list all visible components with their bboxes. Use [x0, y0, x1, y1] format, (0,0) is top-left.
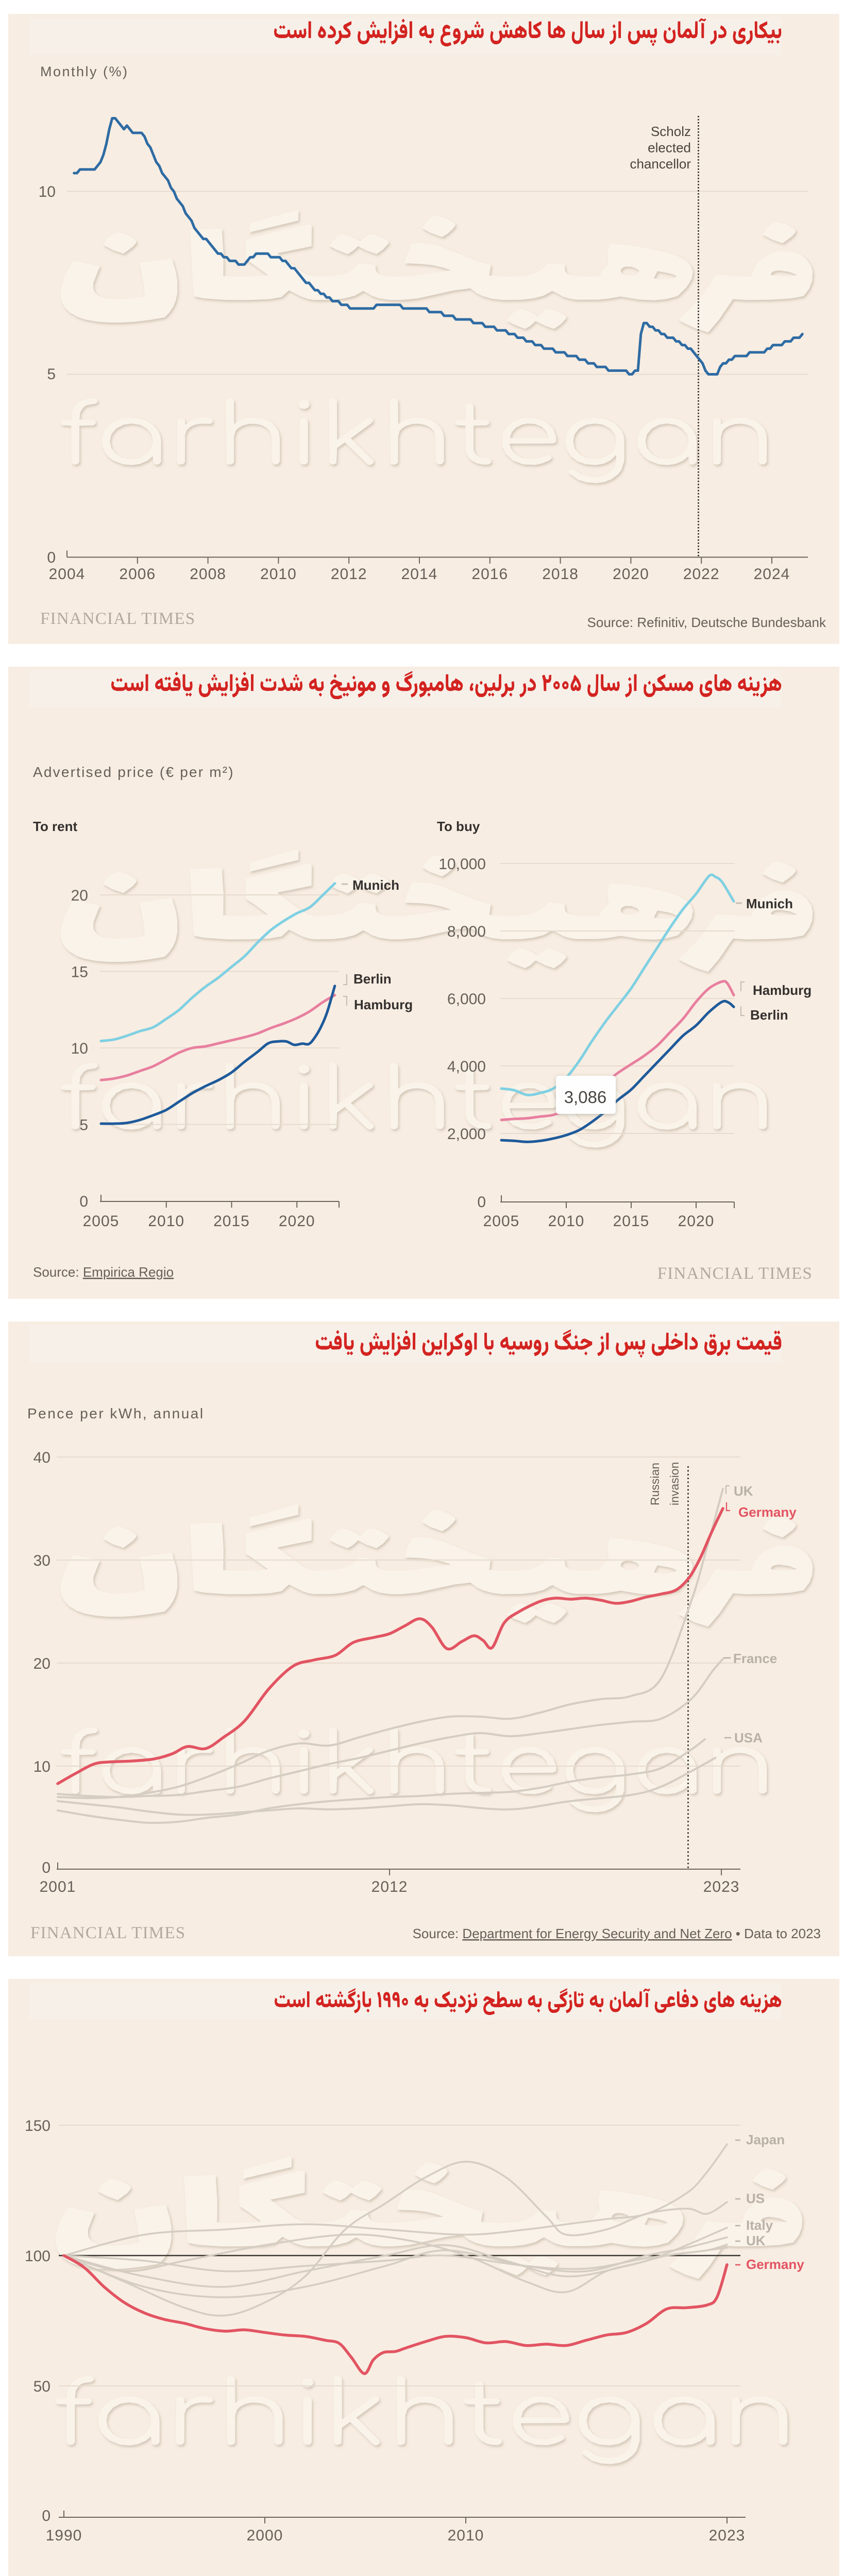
svg-text:2012: 2012 — [371, 1878, 408, 1895]
svg-text:2000: 2000 — [247, 2527, 283, 2544]
svg-text:Source: Empirica Regio: Source: Empirica Regio — [33, 1264, 174, 1280]
svg-text:10: 10 — [39, 183, 56, 200]
svg-text:2023: 2023 — [703, 1878, 740, 1895]
svg-text:Hamburg: Hamburg — [753, 982, 812, 998]
svg-text:Berlin: Berlin — [353, 971, 392, 987]
svg-text:Munich: Munich — [746, 896, 793, 911]
svg-text:20: 20 — [71, 887, 88, 904]
svg-text:France: France — [733, 1651, 777, 1666]
svg-text:5: 5 — [79, 1117, 88, 1134]
svg-text:0: 0 — [47, 549, 56, 566]
svg-text:2010: 2010 — [148, 1213, 184, 1230]
svg-text:3,086: 3,086 — [564, 1088, 607, 1107]
svg-text:invasion: invasion — [668, 1462, 681, 1505]
svg-text:1990: 1990 — [46, 2527, 82, 2544]
svg-text:0: 0 — [42, 1859, 50, 1876]
svg-text:Japan: Japan — [746, 2132, 785, 2147]
svg-text:2,000: 2,000 — [447, 1126, 486, 1143]
svg-text:10,000: 10,000 — [438, 856, 486, 873]
svg-text:15: 15 — [71, 964, 88, 981]
svg-text:Russian: Russian — [648, 1463, 662, 1505]
svg-text:elected: elected — [648, 140, 691, 156]
svg-text:50: 50 — [33, 2378, 50, 2395]
svg-text:2014: 2014 — [401, 566, 438, 583]
svg-text:2015: 2015 — [213, 1213, 250, 1230]
svg-text:chancellor: chancellor — [630, 156, 691, 172]
svg-text:Source: Department for Energy: Source: Department for Energy Security a… — [413, 1926, 821, 1941]
svg-text:To buy: To buy — [437, 819, 480, 834]
svg-text:2010: 2010 — [448, 2527, 484, 2544]
svg-text:Advertised price (€ per m²): Advertised price (€ per m²) — [33, 764, 234, 780]
svg-text:UK: UK — [746, 2233, 766, 2248]
svg-text:0: 0 — [42, 2507, 50, 2524]
svg-text:10: 10 — [33, 1758, 50, 1775]
svg-text:2022: 2022 — [683, 566, 720, 583]
svg-text:2016: 2016 — [471, 566, 508, 583]
svg-text:2020: 2020 — [279, 1213, 315, 1230]
svg-text:5: 5 — [47, 366, 56, 383]
svg-text:2008: 2008 — [190, 566, 226, 583]
svg-text:Germany: Germany — [746, 2257, 804, 2272]
svg-text:FINANCIAL TIMES: FINANCIAL TIMES — [657, 1264, 813, 1283]
svg-text:2005: 2005 — [483, 1213, 520, 1230]
svg-text:UK: UK — [734, 1483, 753, 1499]
svg-text:2010: 2010 — [260, 566, 297, 583]
svg-text:Berlin: Berlin — [750, 1007, 788, 1023]
svg-text:Italy: Italy — [746, 2217, 773, 2233]
svg-text:2004: 2004 — [49, 566, 86, 583]
svg-text:0: 0 — [477, 1194, 486, 1211]
svg-text:2018: 2018 — [542, 566, 579, 583]
svg-text:10: 10 — [71, 1040, 88, 1057]
svg-text:Pence per kWh, annual: Pence per kWh, annual — [27, 1405, 205, 1421]
svg-text:0: 0 — [79, 1193, 88, 1210]
svg-text:FINANCIAL TIMES: FINANCIAL TIMES — [30, 1924, 185, 1942]
svg-text:To rent: To rent — [33, 819, 78, 834]
svg-text:2010: 2010 — [548, 1213, 585, 1230]
svg-text:Hamburg: Hamburg — [354, 997, 413, 1012]
svg-text:2023: 2023 — [709, 2527, 746, 2544]
svg-text:2020: 2020 — [678, 1213, 715, 1230]
svg-text:2012: 2012 — [331, 566, 367, 583]
svg-text:2015: 2015 — [613, 1213, 650, 1230]
svg-text:Source: Refinitiv, Deutsche Bu: Source: Refinitiv, Deutsche Bundesbank — [587, 615, 826, 630]
svg-text:Germany: Germany — [738, 1504, 797, 1520]
svg-text:2020: 2020 — [613, 566, 649, 583]
svg-text:USA: USA — [734, 1730, 763, 1745]
svg-text:Munich: Munich — [352, 877, 399, 893]
svg-text:8,000: 8,000 — [447, 923, 486, 940]
svg-text:100: 100 — [25, 2248, 50, 2265]
svg-text:US: US — [746, 2191, 765, 2206]
svg-text:150: 150 — [25, 2117, 50, 2134]
svg-text:6,000: 6,000 — [447, 991, 486, 1008]
svg-text:4,000: 4,000 — [447, 1058, 486, 1075]
svg-text:20: 20 — [33, 1655, 50, 1672]
svg-text:FINANCIAL TIMES: FINANCIAL TIMES — [40, 609, 195, 628]
svg-text:Scholz: Scholz — [651, 124, 691, 139]
svg-text:2001: 2001 — [40, 1878, 76, 1895]
svg-text:30: 30 — [33, 1552, 50, 1569]
svg-text:2006: 2006 — [119, 566, 156, 583]
svg-text:40: 40 — [33, 1449, 50, 1466]
svg-text:Monthly (%): Monthly (%) — [40, 64, 129, 79]
svg-text:2024: 2024 — [754, 566, 790, 583]
svg-text:2005: 2005 — [83, 1213, 120, 1230]
